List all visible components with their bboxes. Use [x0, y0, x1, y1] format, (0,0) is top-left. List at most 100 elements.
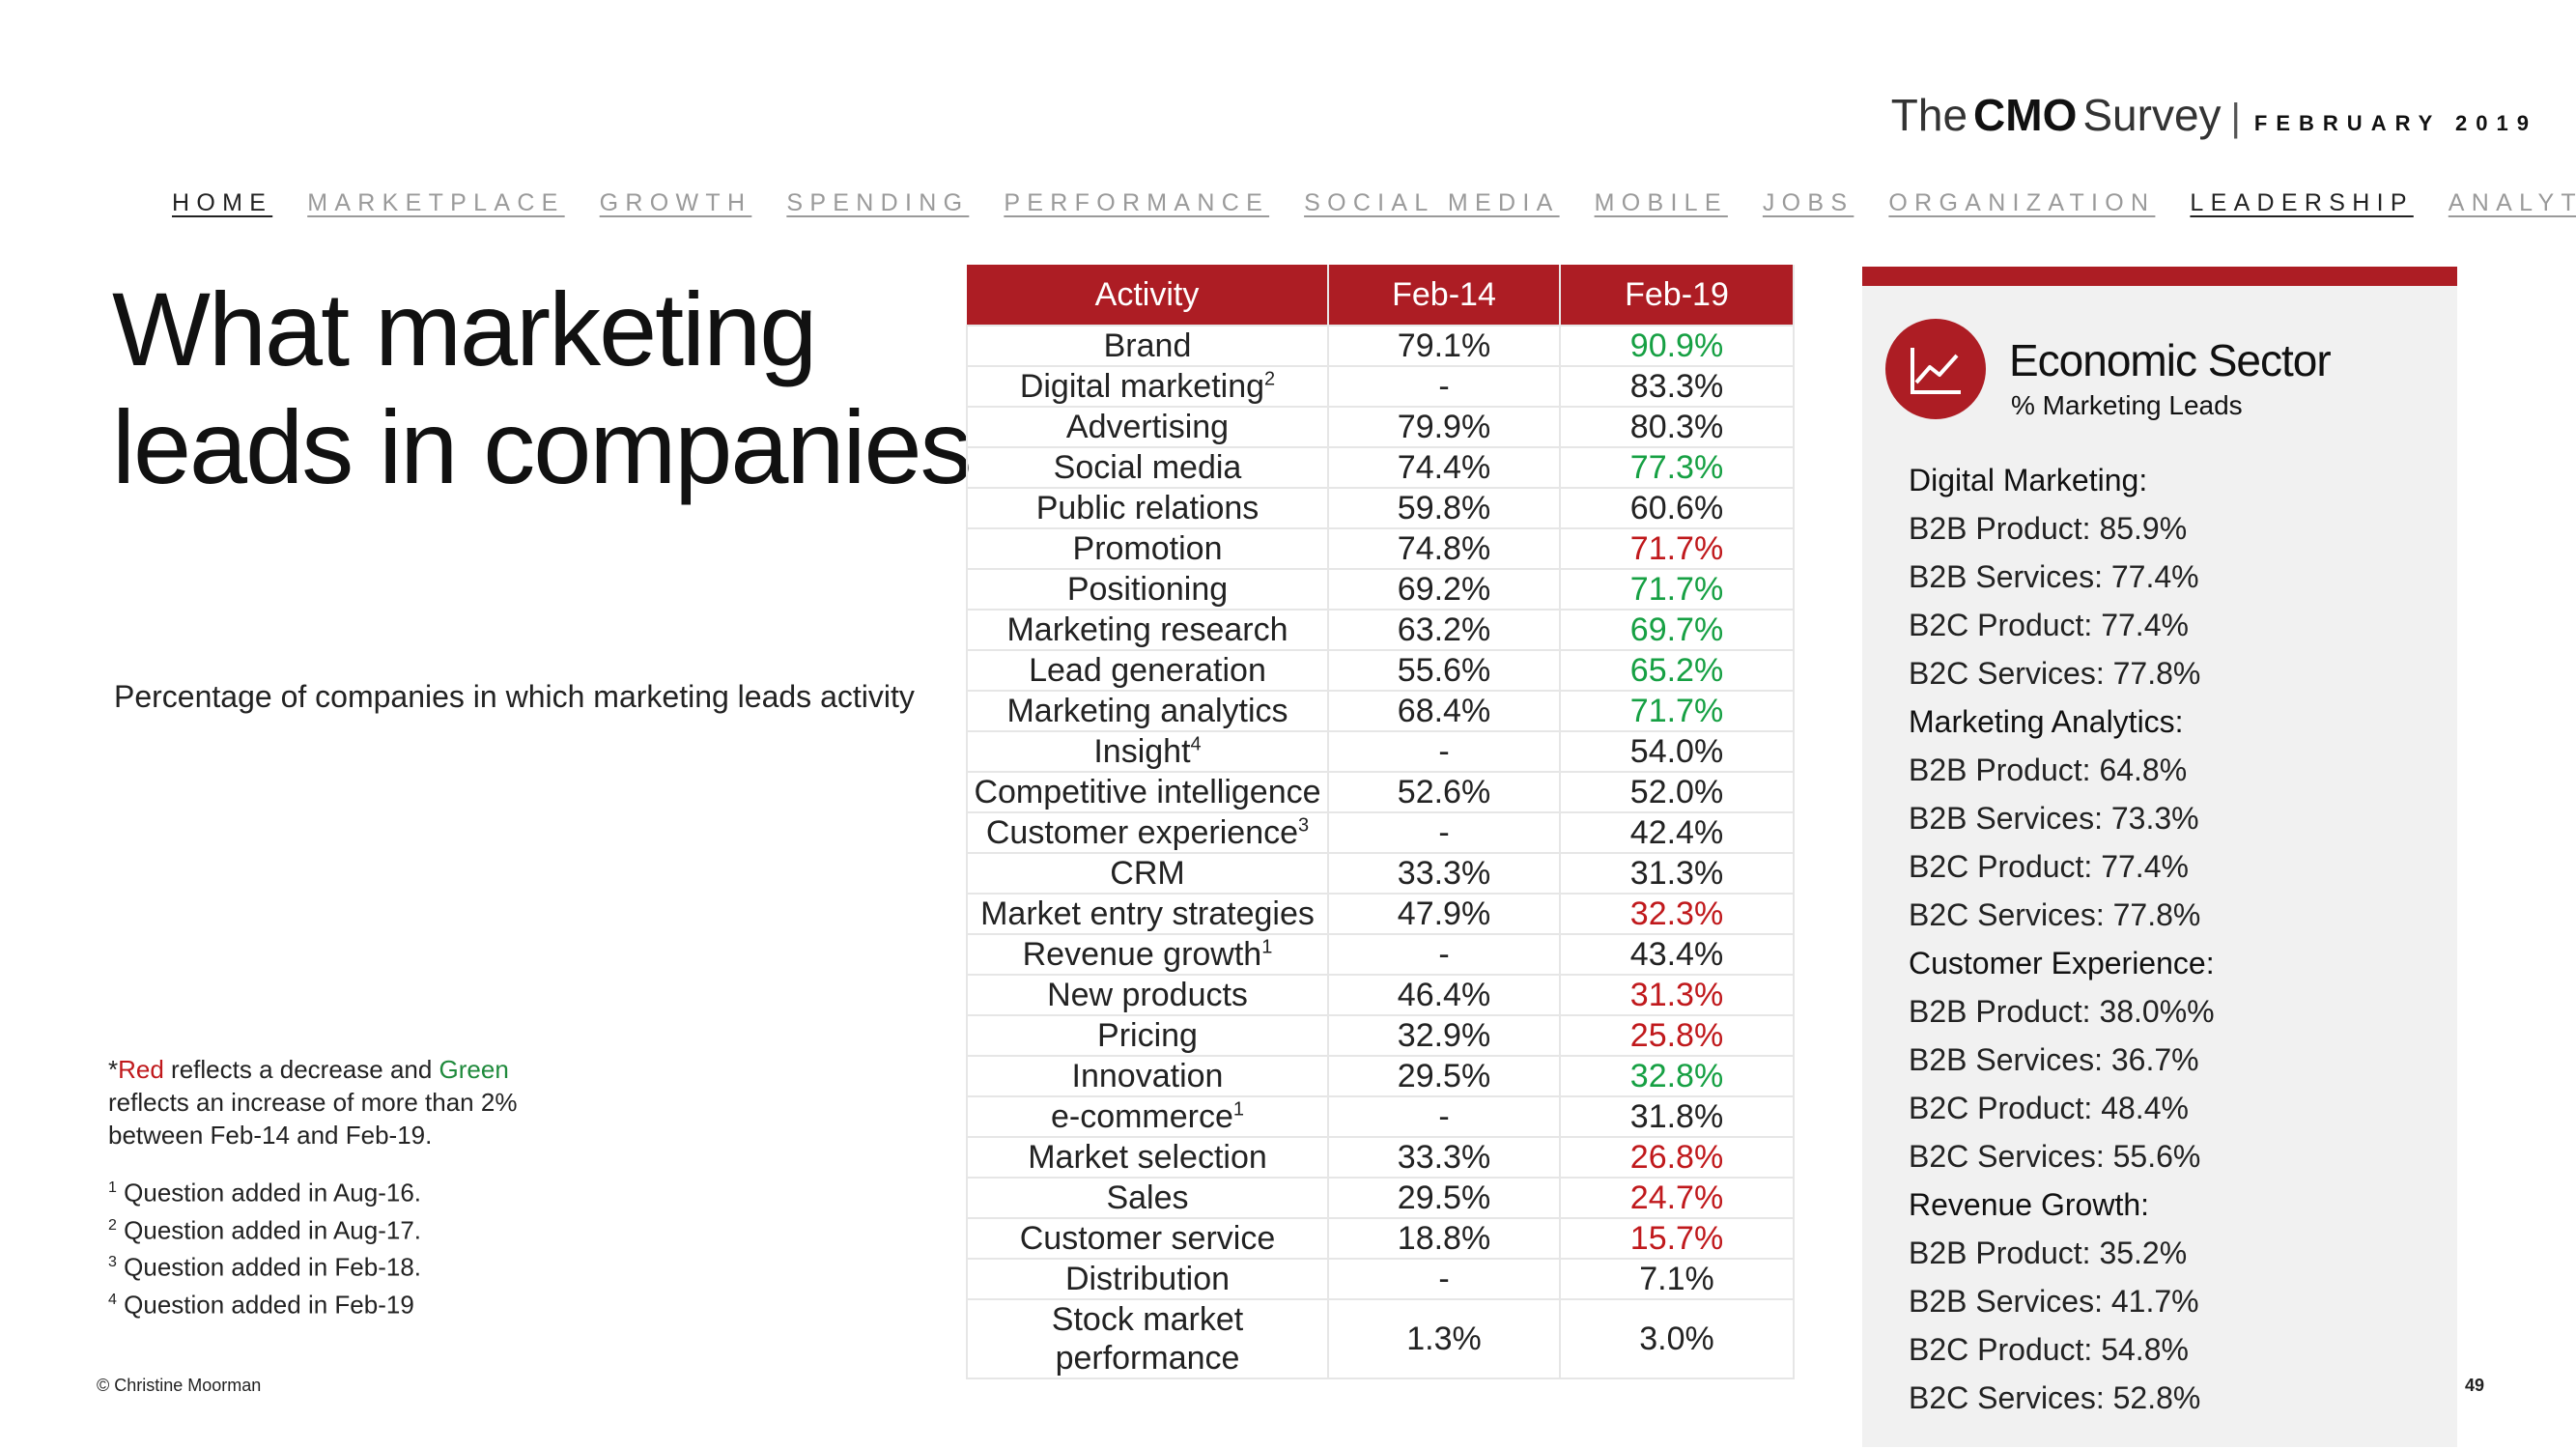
cell-feb14: 52.6%	[1327, 771, 1561, 813]
legend-line2: reflects an increase of more than 2%	[108, 1088, 518, 1117]
cell-activity: CRM	[966, 852, 1329, 895]
header-activity: Activity	[967, 265, 1329, 326]
cell-feb14: 29.5%	[1327, 1055, 1561, 1097]
table-row: Marketing research 63.2% 69.7%	[966, 609, 1795, 651]
feb19-value: 90.9%	[1629, 327, 1724, 364]
feb19-value: 25.8%	[1629, 1017, 1724, 1054]
nav-leadership[interactable]: LEADERSHIP	[2190, 189, 2414, 216]
panel-category-heading: Marketing Analytics:	[1909, 704, 2184, 739]
cell-feb14: 46.4%	[1327, 974, 1561, 1016]
cell-activity: Sales	[966, 1177, 1329, 1219]
panel-category-heading: Revenue Growth:	[1909, 1187, 2150, 1222]
cell-activity: Promotion	[966, 527, 1329, 570]
footnote-text: Question added in Aug-17.	[116, 1215, 422, 1245]
feb19-value: 65.2%	[1629, 652, 1724, 689]
table-row: Customer experience3- 42.4%	[966, 811, 1795, 854]
cell-feb14: 69.2%	[1327, 568, 1561, 611]
cell-feb14: 18.8%	[1327, 1217, 1561, 1260]
table-row: Customer service 18.8% 15.7%	[966, 1217, 1795, 1260]
table-row: Social media 74.4% 77.3%	[966, 446, 1795, 489]
cell-activity: Market selection	[966, 1136, 1329, 1179]
activity-label: Sales	[1106, 1179, 1189, 1216]
panel-stat-item: B2C Services: 55.6%	[1909, 1139, 2201, 1174]
footnote-text: Question added in Feb-19	[116, 1290, 414, 1320]
table-row: e-commerce1-31.8%	[966, 1095, 1795, 1138]
panel-stat-item: B2B Product: 85.9%	[1909, 511, 2188, 546]
nav-spending[interactable]: SPENDING	[786, 189, 970, 216]
activity-label: Stock market	[1051, 1301, 1244, 1338]
panel-stat-item: B2C Services: 52.8%	[1909, 1380, 2201, 1415]
cell-feb19: 26.8%	[1559, 1136, 1795, 1179]
feb19-value: 7.1%	[1639, 1261, 1714, 1297]
page-title-line1: What marketing	[112, 270, 817, 387]
footnote-text: Question added in Aug-16.	[116, 1178, 422, 1208]
cell-activity: Competitive intelligence	[966, 771, 1329, 813]
activity-label: Marketing analytics	[1006, 693, 1288, 729]
footnote-ref: 3	[1298, 814, 1310, 837]
cell-feb19: 43.4%	[1559, 933, 1795, 976]
table-row: Lead generation 55.6% 65.2%	[966, 649, 1795, 692]
cell-feb14: 59.8%	[1327, 487, 1561, 529]
activity-label: Revenue growth	[1022, 936, 1262, 973]
feb19-value: 32.8%	[1629, 1058, 1724, 1094]
table-row: New products 46.4% 31.3%	[966, 974, 1795, 1016]
cell-feb19: 71.7%	[1559, 527, 1795, 570]
page-title-line2: leads in companies	[112, 388, 973, 505]
panel-stat-item: B2C Product: 77.4%	[1909, 849, 2189, 884]
cell-feb14: 29.5%	[1327, 1177, 1561, 1219]
cell-activity: Customer service	[966, 1217, 1329, 1260]
header-feb14: Feb-14	[1328, 265, 1561, 326]
activity-label: Digital marketing	[1019, 368, 1265, 405]
panel-stat-item: B2B Product: 64.8%	[1909, 753, 2188, 787]
panel-stat-item: B2B Product: 38.0%%	[1909, 994, 2215, 1029]
cell-feb19: 24.7%	[1559, 1177, 1795, 1219]
panel-list: Digital Marketing: B2B Product: 85.9% B2B …	[1909, 456, 2215, 1422]
activity-label: Insight	[1093, 733, 1191, 770]
table-row: Revenue growth1-43.4%	[966, 933, 1795, 976]
activity-label: Brand	[1103, 327, 1192, 364]
activity-label: CRM	[1110, 855, 1185, 892]
feb19-value: 77.3%	[1629, 449, 1724, 486]
cell-feb19: 83.3%	[1559, 365, 1795, 408]
nav-analytics[interactable]: ANALYTICS	[2448, 189, 2576, 216]
cell-feb19: 54.0%	[1559, 730, 1795, 773]
panel-heading: Economic Sector	[2009, 335, 2332, 385]
cell-feb14: 68.4%	[1327, 690, 1561, 732]
footnote-marker: 1	[108, 1179, 117, 1196]
brand-date: FEBRUARY 2019	[2253, 111, 2537, 135]
nav-mobile[interactable]: MOBILE	[1594, 189, 1728, 216]
page-title: What marketing leads in companies	[112, 270, 973, 506]
feb19-value: 60.6%	[1629, 490, 1724, 526]
cell-feb14: 74.4%	[1327, 446, 1561, 489]
activity-label: Innovation	[1071, 1058, 1224, 1094]
nav-performance[interactable]: PERFORMANCE	[1004, 189, 1270, 216]
table-row: Brand 79.1% 90.9%	[966, 325, 1795, 367]
panel-stat-item: B2C Services: 77.8%	[1909, 656, 2201, 691]
nav-jobs[interactable]: JOBS	[1762, 189, 1854, 216]
nav-organization[interactable]: ORGANIZATION	[1888, 189, 2156, 216]
activity-label: Pricing	[1097, 1017, 1198, 1054]
footnote-text: Question added in Feb-18.	[116, 1252, 422, 1282]
cell-feb19: 25.8%	[1559, 1014, 1795, 1057]
header-feb19: Feb-19	[1560, 265, 1795, 326]
feb19-value: 43.4%	[1629, 936, 1724, 973]
cell-activity: e-commerce1	[966, 1095, 1329, 1138]
panel-category-heading: Customer Experience:	[1909, 946, 2215, 980]
legend-line3: between Feb-14 and Feb-19.	[108, 1121, 433, 1150]
activity-label: Social media	[1053, 449, 1242, 486]
nav-growth[interactable]: GROWTH	[599, 189, 752, 216]
table-row: Positioning 69.2% 71.7%	[966, 568, 1795, 611]
nav-social-media[interactable]: SOCIAL MEDIA	[1304, 189, 1560, 216]
activity-label: Customer experience	[985, 814, 1299, 851]
feb19-value: 26.8%	[1629, 1139, 1724, 1176]
nav-marketplace[interactable]: MARKETPLACE	[307, 189, 565, 216]
table-row: Sales 29.5% 24.7%	[966, 1177, 1795, 1219]
activity-label: Marketing research	[1006, 611, 1288, 648]
panel-stat-item: B2B Services: 77.4%	[1909, 559, 2199, 594]
cell-feb14: 63.2%	[1327, 609, 1561, 651]
table-body: Brand 79.1% 90.9% Digital marketing2-83.3% A…	[966, 325, 1795, 1379]
table-row: Market selection 33.3% 26.8%	[966, 1136, 1795, 1179]
cell-feb19: 15.7%	[1559, 1217, 1795, 1260]
footnote-4: 4 Question added in Feb-19	[108, 1284, 421, 1321]
nav-home[interactable]: HOME	[172, 189, 273, 216]
